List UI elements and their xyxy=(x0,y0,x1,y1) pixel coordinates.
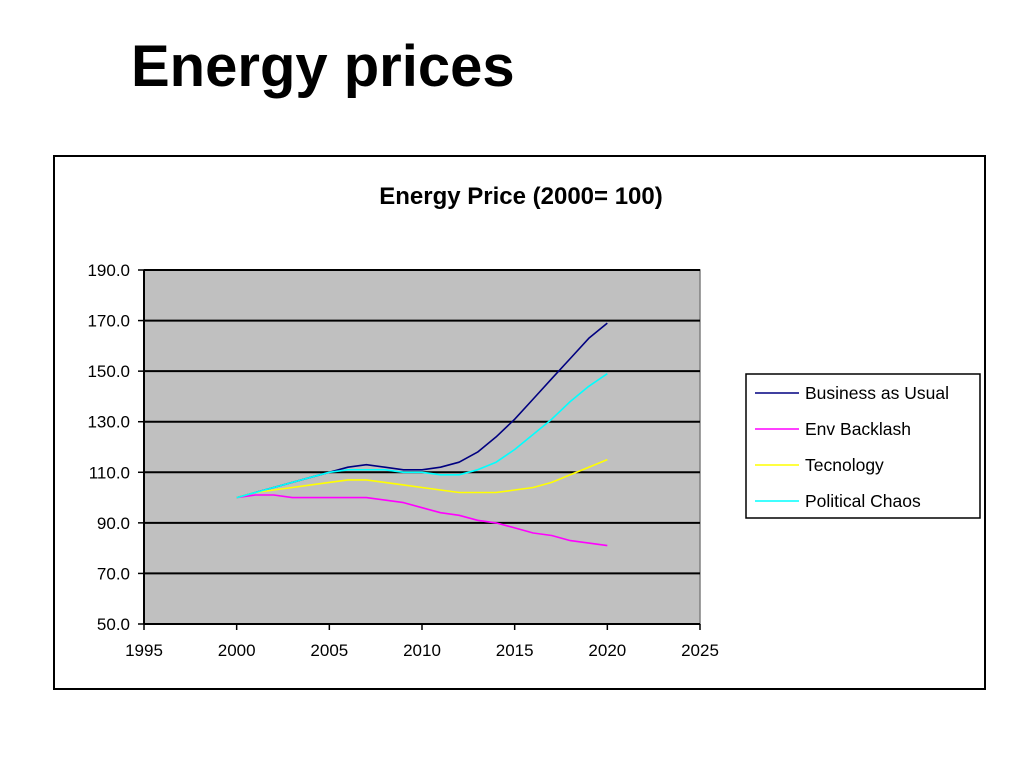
legend-item-tecnology: Tecnology xyxy=(755,455,884,475)
y-tick-label: 170.0 xyxy=(87,312,130,331)
series-line-political-chaos xyxy=(236,373,608,499)
x-tick-label: 2025 xyxy=(681,641,719,660)
y-axis-ticks: 50.0 70.0 90.0 110.0 130.0 150.0 170.0 190.0 xyxy=(87,261,144,634)
legend-label: Business as Usual xyxy=(805,383,949,403)
x-tick-label: 2020 xyxy=(588,641,626,660)
x-tick-label: 2010 xyxy=(403,641,441,660)
legend-label: Tecnology xyxy=(805,455,884,475)
legend-label: Env Backlash xyxy=(805,419,911,439)
legend-box xyxy=(745,373,981,519)
x-tick-label: 2005 xyxy=(310,641,348,660)
legend-label: Political Chaos xyxy=(805,491,921,511)
chart-frame: Energy Price (2000= 100) 50.0 70.0 90.0 110… xyxy=(53,155,986,690)
legend: Business as Usual Env Backlash Tecnology Po… xyxy=(745,373,981,519)
chart-title: Energy Price (2000= 100) xyxy=(379,183,663,210)
legend-items: Business as Usual Env Backlash Tecnology Po… xyxy=(755,383,949,511)
series-line-tecnology xyxy=(236,458,608,499)
series-line-env-backlash xyxy=(236,494,608,547)
legend-item-political-chaos: Political Chaos xyxy=(755,491,921,511)
y-tick-label: 150.0 xyxy=(87,362,130,381)
y-tick-label: 110.0 xyxy=(89,463,130,482)
slide-title: Energy prices xyxy=(131,34,515,99)
y-tick-label: 130.0 xyxy=(87,413,130,432)
legend-item-env-backlash: Env Backlash xyxy=(755,419,911,439)
x-tick-label: 2015 xyxy=(496,641,534,660)
x-tick-label: 2000 xyxy=(218,641,256,660)
x-axis-ticks: 1995 2000 2005 2010 2015 2020 2025 xyxy=(125,624,719,660)
plot-area xyxy=(143,269,701,625)
y-tick-label: 70.0 xyxy=(97,564,130,583)
y-tick-label: 50.0 xyxy=(97,615,130,634)
legend-item-business-as-usual: Business as Usual xyxy=(755,383,949,403)
x-tick-label: 1995 xyxy=(125,641,163,660)
y-tick-label: 90.0 xyxy=(97,514,130,533)
y-tick-label: 190.0 xyxy=(87,261,130,280)
energy-price-chart: Energy Price (2000= 100) 50.0 70.0 90.0 110… xyxy=(87,183,981,660)
series-lines xyxy=(236,322,608,547)
